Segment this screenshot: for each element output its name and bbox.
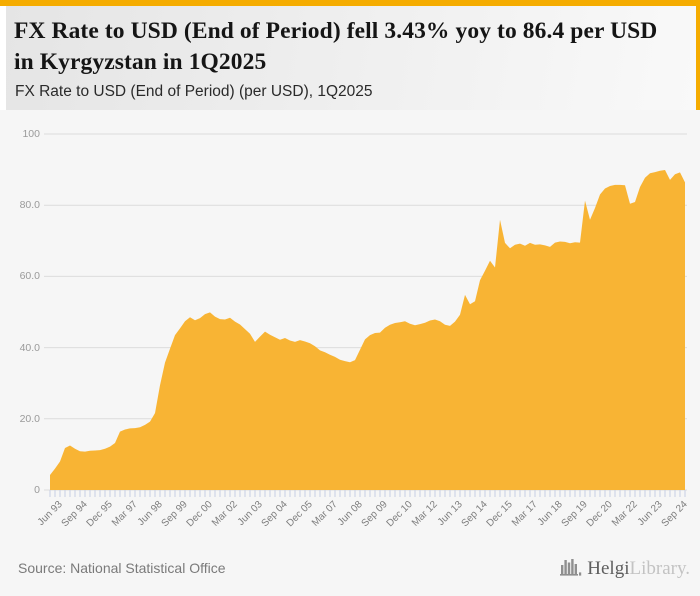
source-note: Source: National Statistical Office (18, 560, 226, 576)
page-title: FX Rate to USD (End of Period) fell 3.43… (14, 18, 658, 75)
y-axis-tick-label: 80.0 (19, 199, 40, 212)
chart-area: 100 80.0 60.0 40.0 20.0 0 Jun 93 Sep 94 Dec 95 M… (0, 110, 700, 596)
y-axis-tick-label: 60.0 (19, 270, 40, 283)
y-axis-tick-label: 0 (34, 484, 40, 496)
y-axis-tick-label: 40.0 (19, 341, 40, 354)
header: FX Rate to USD (End of Period) fell 3.43… (6, 6, 696, 110)
helgi-library-logo: HelgiLibrary. (560, 554, 690, 584)
right-accent-strip (696, 0, 700, 136)
fx-rate-area-chart (44, 133, 687, 497)
y-axis-tick-label: 20.0 (19, 412, 40, 425)
footer: Source: National Statistical Office Helg… (0, 545, 700, 596)
chart-subtitle: FX Rate to USD (End of Period) (per USD)… (15, 83, 373, 100)
helgi-bars-logo-icon (560, 556, 582, 583)
y-axis-tick-label: 100 (22, 128, 40, 140)
logo-brand-suffix: Library. (629, 558, 691, 579)
top-accent-bar (0, 0, 700, 6)
logo-brand: Helgi (587, 558, 630, 579)
logo-wordmark: HelgiLibrary. (587, 558, 690, 580)
